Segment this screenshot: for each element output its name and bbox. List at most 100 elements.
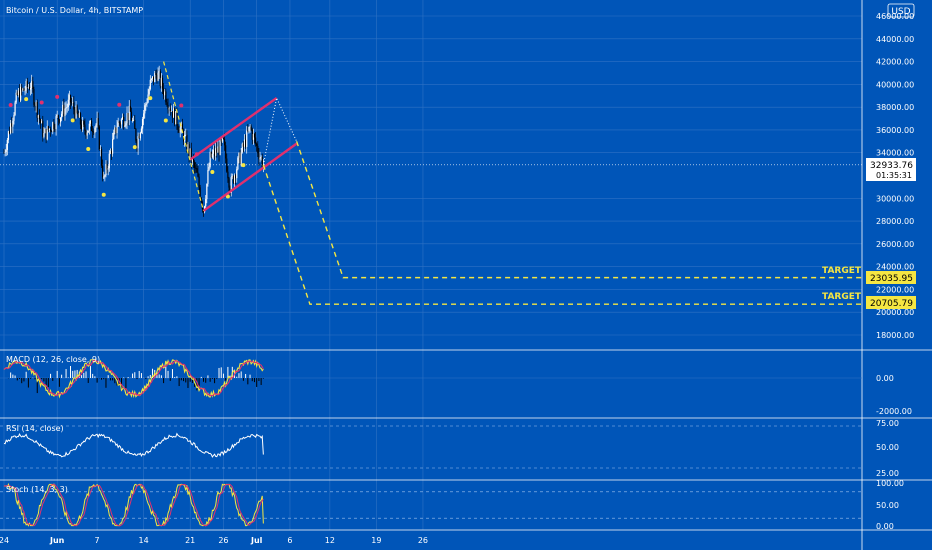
target-price-box-1 xyxy=(866,271,916,284)
target-label-2: TARGET xyxy=(822,292,862,302)
candle-body xyxy=(34,104,36,106)
time-tick-label: Jul xyxy=(250,536,263,545)
candle-body xyxy=(102,165,104,178)
candle-body xyxy=(221,138,223,142)
candle-body xyxy=(231,176,233,178)
candle-body xyxy=(84,124,86,131)
candle-body xyxy=(217,146,219,153)
candle-body xyxy=(36,101,38,118)
projection-target-path-2[interactable] xyxy=(262,164,862,305)
candle-body xyxy=(257,145,259,154)
candle-body xyxy=(140,128,143,133)
rsi-pane xyxy=(0,425,862,469)
projection-dotted-path[interactable] xyxy=(262,96,298,165)
candle-body xyxy=(109,150,111,154)
candle-body xyxy=(131,120,134,122)
candle-body xyxy=(220,139,222,142)
pivot-high-marker xyxy=(179,103,184,108)
candle-body xyxy=(149,79,151,90)
candle-body xyxy=(133,119,135,121)
price-tick-label: 40000.00 xyxy=(876,80,914,89)
candle-body xyxy=(155,73,157,75)
candle-body xyxy=(44,128,46,134)
candle-body xyxy=(188,144,190,157)
time-tick-label: 21 xyxy=(185,536,195,545)
candle-body xyxy=(196,168,198,173)
candle-body xyxy=(108,153,110,169)
candle-body xyxy=(181,123,184,131)
candle-body xyxy=(144,105,146,114)
price-tick-label: 36000.00 xyxy=(876,126,914,135)
pivot-low-marker xyxy=(163,118,168,123)
candle-body xyxy=(249,126,251,128)
candle-body xyxy=(223,138,226,146)
candle-body xyxy=(233,175,236,183)
candle-body xyxy=(163,88,165,96)
candle-body xyxy=(12,120,14,127)
candle-body xyxy=(161,77,164,89)
stoch-d-line xyxy=(3,483,264,527)
time-tick-label: 7 xyxy=(95,536,100,545)
grid-lines xyxy=(0,0,862,530)
candle-body xyxy=(58,119,61,123)
candle-body xyxy=(150,78,153,80)
candle-body xyxy=(225,145,227,159)
candle-body xyxy=(232,176,235,183)
candle-body xyxy=(213,150,216,156)
macd-signal-line xyxy=(3,359,264,397)
last-price-label: 32933.76 xyxy=(870,161,913,171)
currency-badge[interactable]: USD xyxy=(891,7,910,17)
price-scale[interactable]: 46000.00 44000.00 42000.00 40000.00 38000.00… xyxy=(876,12,914,531)
channel-upper-line[interactable] xyxy=(189,97,278,161)
candle-body xyxy=(127,112,129,121)
countdown-label: 01:35:31 xyxy=(876,171,912,180)
candle-body xyxy=(66,107,68,108)
pivot-low-marker xyxy=(210,169,215,174)
pivot-low-marker xyxy=(86,146,91,151)
candle-body xyxy=(211,153,213,158)
candle-body xyxy=(135,128,137,141)
projection-target-path-1[interactable] xyxy=(295,141,862,279)
candle-body xyxy=(48,128,51,131)
candle-body xyxy=(21,86,23,91)
pivot-low-marker xyxy=(225,194,230,199)
pivot-low-marker xyxy=(101,192,106,197)
channel-lower-line[interactable] xyxy=(202,142,298,212)
candle-body xyxy=(176,111,178,126)
candle-body xyxy=(76,105,78,113)
prior-drop-path[interactable] xyxy=(163,61,205,211)
candle-body xyxy=(24,90,26,92)
indicator-tick-label: -2000.00 xyxy=(876,407,912,416)
price-tick-label: 46000.00 xyxy=(876,12,914,21)
candle-body xyxy=(65,107,67,109)
candle-body xyxy=(64,108,66,117)
candle-body xyxy=(96,118,98,125)
candle-body xyxy=(32,81,34,89)
candle-body xyxy=(51,131,53,133)
candle-body xyxy=(67,99,69,108)
candle-body xyxy=(207,170,209,184)
candle-body xyxy=(86,132,88,136)
candle-body xyxy=(123,116,125,127)
trend-drawings[interactable] xyxy=(163,61,862,305)
pivot-low-marker xyxy=(148,96,153,101)
candle-body xyxy=(31,81,33,89)
candle-body xyxy=(148,89,150,95)
rsi-title: RSI (14, close) xyxy=(6,424,64,433)
target-price-1: 23035.95 xyxy=(870,274,913,284)
candle-body xyxy=(118,121,120,123)
candle-body xyxy=(6,139,8,150)
candle-body xyxy=(120,119,123,125)
candle-body xyxy=(55,116,57,130)
candle-body xyxy=(248,126,250,132)
candle-body xyxy=(208,166,210,171)
candle-body xyxy=(119,122,121,125)
time-axis[interactable]: 24 Jun 7 14 21 26 Jul 6 12 19 26 xyxy=(0,536,428,545)
candle-body xyxy=(129,105,131,112)
candle-body xyxy=(14,102,16,115)
currency-badge-frame[interactable] xyxy=(887,3,915,18)
time-tick-label: 24 xyxy=(0,536,9,545)
time-tick-label: 6 xyxy=(287,536,292,545)
candle-body xyxy=(5,149,7,153)
